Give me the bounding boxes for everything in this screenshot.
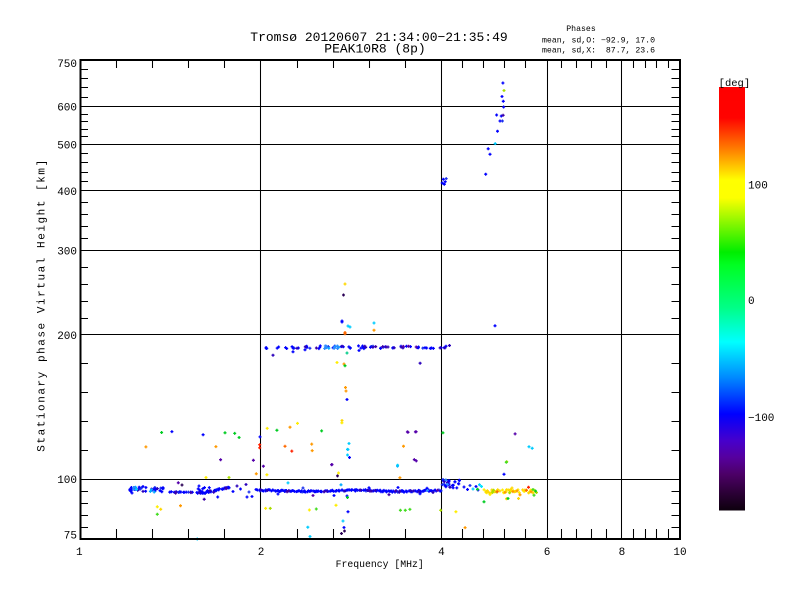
svg-text:750: 750 — [57, 59, 77, 71]
svg-text:Tromsø 20120607 21:34:00−21:35: Tromsø 20120607 21:34:00−21:35:49 — [250, 30, 507, 45]
svg-text:1: 1 — [76, 547, 83, 559]
svg-text:mean, sd,O: −92.9, 17.0: mean, sd,O: −92.9, 17.0 — [542, 35, 655, 45]
svg-text:Frequency [MHz]: Frequency [MHz] — [336, 559, 424, 570]
svg-text:0: 0 — [748, 296, 755, 308]
svg-text:PEAK10R8 (8p): PEAK10R8 (8p) — [324, 42, 425, 57]
svg-text:200: 200 — [57, 331, 77, 343]
svg-text:[deg]: [deg] — [719, 78, 751, 90]
svg-text:600: 600 — [57, 102, 77, 114]
svg-text:500: 500 — [57, 140, 77, 152]
svg-text:2: 2 — [258, 547, 265, 559]
svg-text:4: 4 — [438, 547, 445, 559]
svg-text:100: 100 — [748, 180, 768, 192]
svg-text:10: 10 — [673, 547, 686, 559]
svg-text:75: 75 — [64, 531, 77, 543]
svg-text:Stationary phase Virtual Heigh: Stationary phase Virtual Height [km] — [37, 158, 49, 451]
svg-text:6: 6 — [544, 547, 551, 559]
svg-text:400: 400 — [57, 187, 77, 199]
svg-text:300: 300 — [57, 247, 77, 259]
svg-text:100: 100 — [57, 475, 77, 487]
svg-text:−100: −100 — [748, 413, 774, 425]
svg-text:mean, sd,X: 87.7, 23.6: mean, sd,X: 87.7, 23.6 — [542, 46, 655, 56]
svg-text:8: 8 — [619, 547, 626, 559]
svg-text:Phases: Phases — [566, 24, 596, 34]
